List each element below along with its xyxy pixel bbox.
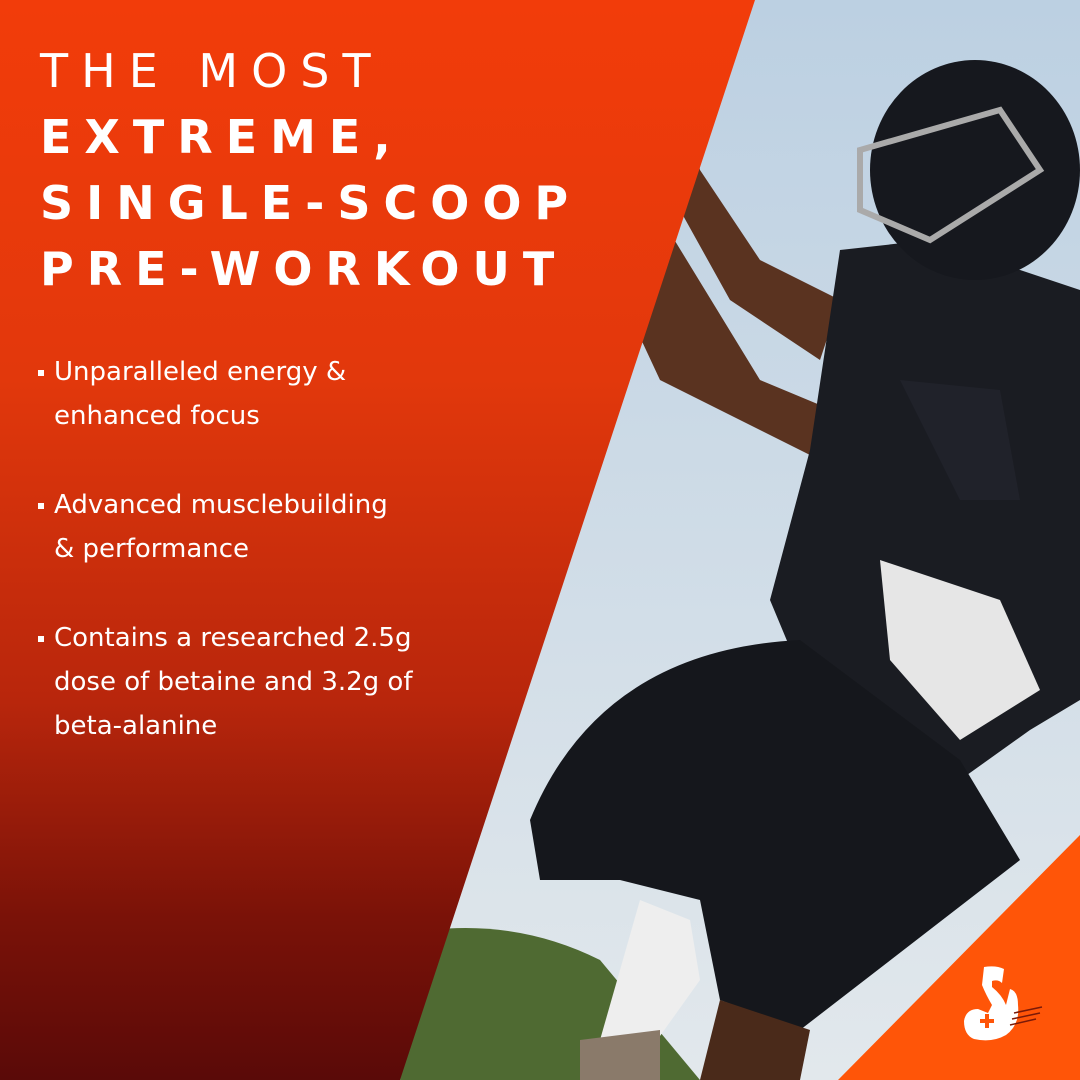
bullet-icon	[38, 635, 44, 642]
bullet-icon	[38, 502, 44, 509]
benefit-text: beta-alanine	[54, 711, 218, 741]
headline-line-1: THE MOST	[40, 44, 384, 98]
benefit-item: Unparalleled energy & enhanced focus	[38, 350, 413, 438]
benefit-item: Advanced musclebuilding & performance	[38, 483, 413, 571]
flexed-bicep-plus-icon	[964, 966, 1043, 1041]
headline-line-3: SINGLE-SCOOP	[40, 176, 582, 230]
benefit-text: Unparalleled energy &	[54, 357, 347, 387]
benefit-text: Contains a researched 2.5g	[54, 623, 412, 653]
headline-line-2: EXTREME,	[40, 110, 404, 164]
benefit-text: dose of betaine and 3.2g of	[54, 667, 413, 697]
benefit-item: Contains a researched 2.5g dose of betai…	[38, 616, 413, 748]
benefit-text: enhanced focus	[54, 401, 260, 431]
bullet-icon	[38, 369, 44, 376]
headline-line-4: PRE-WORKOUT	[40, 242, 568, 296]
headline: THE MOST EXTREME, SINGLE-SCOOP PRE-WORKO…	[40, 38, 581, 302]
benefit-text: & performance	[54, 534, 250, 564]
benefit-text: Advanced musclebuilding	[54, 490, 388, 520]
benefit-list: Unparalleled energy & enhanced focus Adv…	[38, 350, 413, 793]
